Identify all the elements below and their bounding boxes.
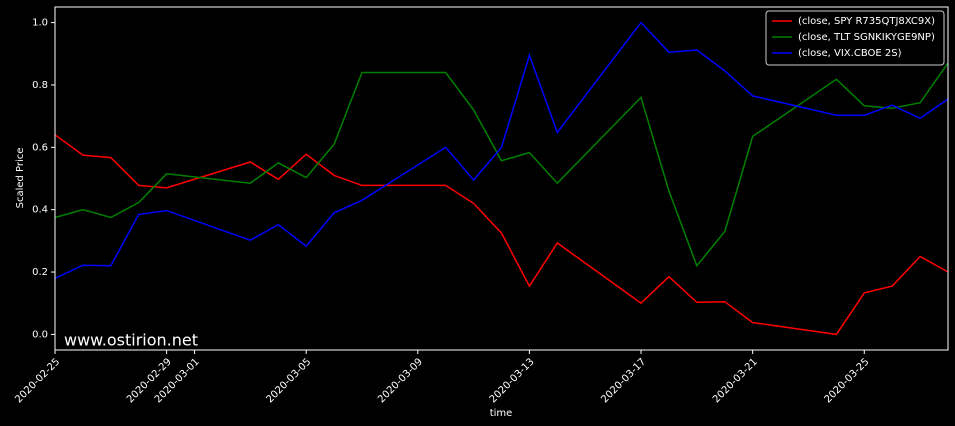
- y-tick-label: 0.4: [32, 205, 48, 216]
- series-line: [54, 134, 949, 336]
- y-tick-label: 1.0: [32, 18, 48, 29]
- legend-box: [765, 10, 945, 66]
- legend-label: (close, VIX.CBOE 2S): [798, 48, 902, 59]
- legend: (close, SPY R735QTJ8XC9X) (close, TLT SGN…: [765, 10, 945, 66]
- y-tick-label: 0.6: [32, 142, 48, 153]
- y-axis-label: Scaled Price: [15, 148, 26, 209]
- watermark: www.ostirion.net: [64, 331, 198, 350]
- x-axis-label: time: [490, 408, 513, 419]
- series-line: [54, 21, 949, 279]
- legend-label: (close, SPY R735QTJ8XC9X): [798, 16, 935, 27]
- y-tick-label: 0.8: [32, 80, 48, 91]
- plot-frame: [54, 6, 949, 351]
- series-line: [54, 62, 949, 268]
- y-tick-label: 0.0: [32, 329, 48, 340]
- y-tick-label: 0.2: [32, 267, 48, 278]
- legend-label: (close, TLT SGNKIKYGE9NP): [798, 32, 935, 43]
